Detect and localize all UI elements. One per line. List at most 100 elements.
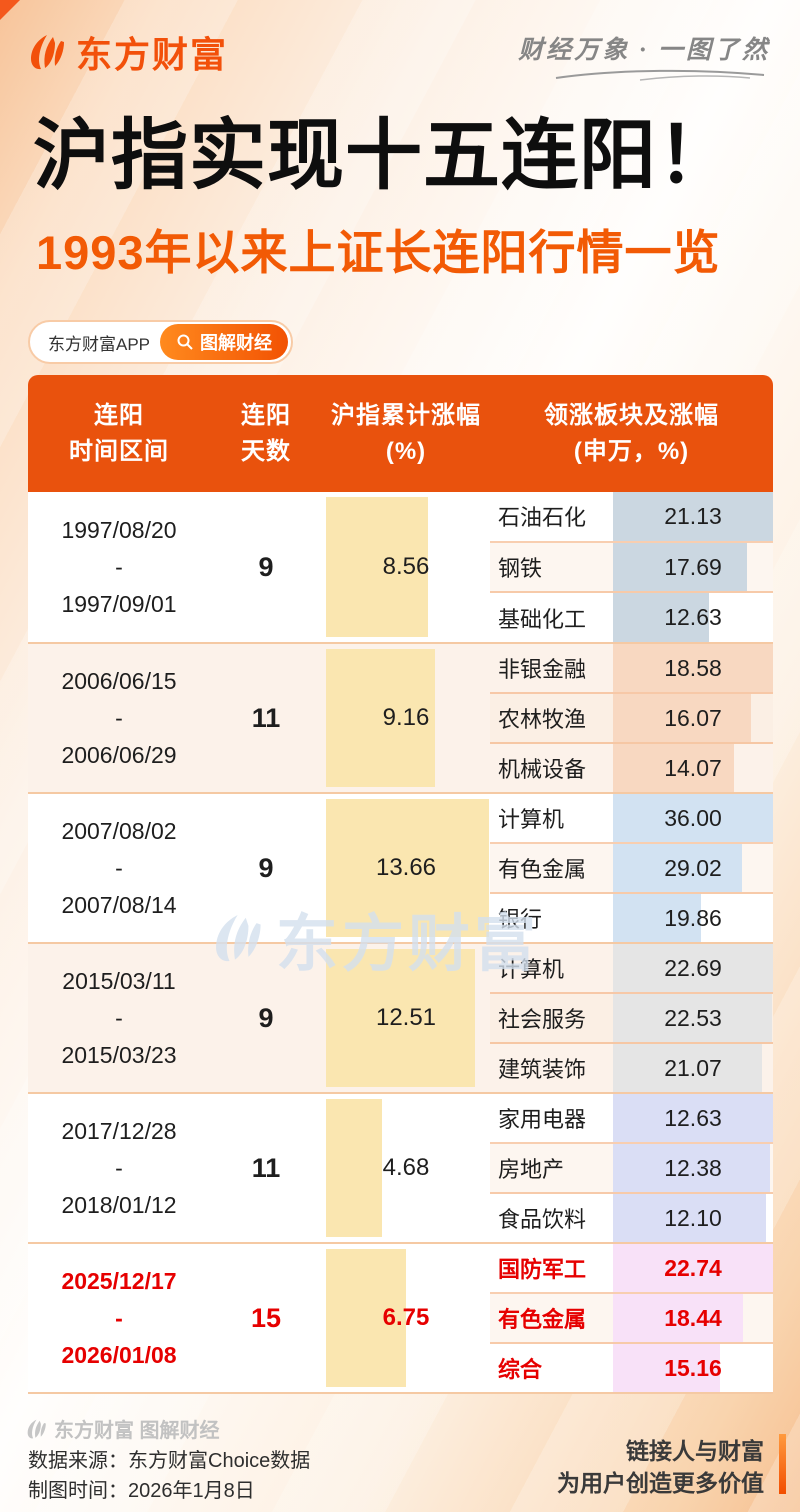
footer-brand-text: 东方财富 图解财经 [54,1420,220,1442]
index-gain-value: 6.75 [382,1304,430,1331]
sector-bar [613,593,709,643]
sector-value: 21.13 [664,502,722,529]
period-cell: 2015/03/11 - 2015/03/23 [28,944,210,1092]
sector-value: 22.74 [664,1254,722,1281]
sector-bar-area: 22.74 [613,1244,773,1292]
sectors-cell: 国防军工 22.74 有色金属 18.44 综合 15.16 [490,1244,773,1392]
sector-value: 18.44 [664,1304,722,1331]
sector-value: 29.02 [664,854,722,881]
days-cell: 11 [251,702,281,733]
period-separator: - [115,1154,123,1181]
index-gain-bar [326,497,428,637]
sector-bar-area: 12.38 [613,1144,773,1192]
sector-bar [613,1294,743,1342]
index-gain-value: 13.66 [375,854,437,881]
sector-value: 17.69 [664,553,722,580]
sector-name: 石油石化 [498,505,587,531]
index-gain-bar [326,949,475,1087]
sector-row: 有色金属 18.44 [490,1294,773,1344]
sector-bar [613,694,751,742]
index-gain-bar [326,1249,406,1387]
sector-name: 国防军工 [498,1257,587,1282]
period-start: 2015/03/11 [62,967,176,994]
sector-row: 非银金融 18.58 [490,644,773,694]
sector-value: 12.38 [664,1154,722,1181]
footer-accent-bar [779,1434,786,1494]
period-cell: 1997/08/20 - 1997/09/01 [28,492,210,642]
sector-name: 建筑装饰 [498,1057,587,1082]
days-cell: 9 [258,551,274,582]
tagline-swoosh [555,69,765,81]
sector-name: 综合 [498,1357,543,1382]
sector-bar-area: 21.13 [613,492,773,541]
sector-row: 家用电器 12.63 [490,1094,773,1144]
table-row-group: 2025/12/17 - 2026/01/08 15 6.75 国防军工 22.74 有色金属… [28,1242,773,1392]
eastmoney-logo-icon [31,35,64,70]
sector-row: 机械设备 14.07 [490,744,773,792]
sector-bar [613,1094,773,1142]
streak-table: 连阳 时间区间 连阳 天数 沪指累计涨幅 (%) 领涨板块及涨幅 (申万，%) … [28,375,773,1394]
sectors-cell: 计算机 36.00 有色金属 29.02 银行 19.86 [490,794,773,942]
table-row-group: 2015/03/11 - 2015/03/23 9 12.51 计算机 22.69 社会服务 2… [28,942,773,1092]
table-header: 连阳 时间区间 连阳 天数 沪指累计涨幅 (%) 领涨板块及涨幅 (申万，%) [28,375,773,492]
period-separator: - [115,1004,123,1031]
days-cell: 11 [251,1152,281,1183]
sector-value: 22.53 [664,1004,722,1031]
sector-value: 16.07 [664,704,722,731]
sector-bar-area: 17.69 [613,542,773,592]
app-badge[interactable]: 东方财富APP 图解财经 [28,320,294,364]
sector-bar-area: 12.63 [613,593,773,643]
period-start: 2006/06/15 [61,667,177,694]
period-end: 2007/08/14 [61,891,177,918]
sector-bar-area: 18.58 [613,644,773,692]
period-cell: 2017/12/28 - 2018/01/12 [28,1094,210,1242]
index-gain-value: 4.68 [382,1154,430,1181]
sector-bar-area: 36.00 [613,794,773,842]
sector-bar [613,794,773,842]
period-end: 2015/03/23 [61,1041,177,1068]
footer-logo-icon [27,1419,46,1438]
slogan-line-1: 链接人与财富 [626,1438,764,1464]
sector-row: 钢铁 17.69 [490,542,773,594]
sector-bar-area: 16.07 [613,694,773,742]
period-end: 2026/01/08 [61,1341,177,1368]
sector-value: 12.10 [664,1204,722,1231]
index-gain-cell: 8.56 [322,492,490,642]
period-cell: 2006/06/15 - 2006/06/29 [28,644,210,792]
sector-name: 社会服务 [498,1007,587,1032]
tagline-wrap: 财经万象 · 一图了然 [518,30,770,87]
sectors-cell: 计算机 22.69 社会服务 22.53 建筑装饰 21.07 [490,944,773,1092]
sector-value: 14.07 [664,754,722,781]
sector-bar [613,492,773,541]
sector-name: 有色金属 [498,857,587,882]
sector-bar [613,944,773,992]
app-badge-label: 东方财富APP [48,334,151,354]
page-title: 沪指实现十五连阳！ [33,113,735,199]
sector-bar-area: 18.44 [613,1294,773,1342]
sectors-cell: 石油石化 21.13 钢铁 17.69 基础化工 12.63 [490,492,773,643]
days-cell: 9 [258,852,274,883]
days-cell: 15 [250,1302,282,1333]
slogan-line-2: 为用户创造更多价值 [557,1470,764,1496]
sector-name: 钢铁 [498,556,543,581]
sector-value: 18.58 [664,654,722,681]
sector-row: 食品饮料 12.10 [490,1194,773,1242]
table-row-group: 2006/06/15 - 2006/06/29 11 9.16 非银金融 18.58 农林牧渔… [28,642,773,792]
sector-name: 非银金融 [498,657,587,682]
sector-row: 综合 15.16 [490,1344,773,1392]
header-sectors: 领涨板块及涨幅 (申万，%) [544,401,719,465]
graphic-finance-pill[interactable]: 图解财经 [160,324,289,360]
period-separator: - [115,704,123,731]
sector-bar-area: 14.07 [613,744,773,792]
sector-name: 计算机 [498,957,565,982]
sector-row: 银行 19.86 [490,894,773,942]
sector-value: 22.69 [664,954,722,981]
brand-header: 东方财富 [28,26,228,78]
period-end: 2018/01/12 [61,1191,177,1218]
period-separator: - [115,854,123,881]
sector-bar-area: 21.07 [613,1044,773,1092]
sector-row: 计算机 36.00 [490,794,773,844]
brand-logo-text: 东方财富 [76,34,229,75]
header-days: 连阳 天数 [241,401,291,465]
sector-bar-area: 29.02 [613,844,773,892]
